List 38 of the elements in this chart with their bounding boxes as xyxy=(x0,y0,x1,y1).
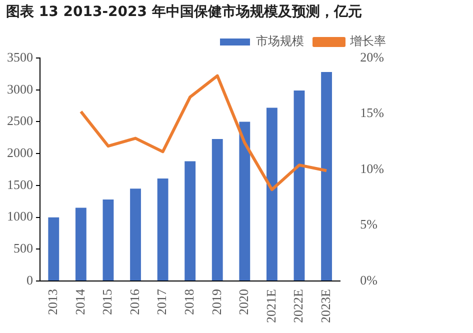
bar xyxy=(266,108,278,281)
x-tick-label: 2022E xyxy=(290,289,306,324)
x-tick-label: 2017 xyxy=(154,288,170,316)
y2-tick-label: 10% xyxy=(360,160,384,176)
y2-tick-label: 15% xyxy=(360,105,384,120)
y2-tick-label: 0% xyxy=(360,272,378,288)
legend-label: 增长率 xyxy=(349,34,386,48)
x-tick-label: 2021E xyxy=(263,289,278,324)
x-tick-label: 2018 xyxy=(182,289,197,316)
x-tick-label: 2019 xyxy=(208,289,224,316)
bar xyxy=(294,90,305,281)
chart-title: 图表 13 2013-2023 年中国保健市场规模及预测，亿元 xyxy=(6,3,362,21)
y-tick-label: 1500 xyxy=(7,176,33,192)
bar xyxy=(157,178,168,281)
y-tick-label: 2000 xyxy=(7,145,33,160)
y2-tick-label: 20% xyxy=(360,49,384,64)
x-tick-label: 2016 xyxy=(126,288,142,316)
y-tick-label: 2500 xyxy=(7,113,33,128)
legend-label: 市场规模 xyxy=(256,34,304,48)
y-tick-label: 3000 xyxy=(7,81,33,96)
x-tick-label: 2014 xyxy=(72,288,88,316)
x-tick-label: 2023E xyxy=(318,289,333,324)
bar xyxy=(75,208,86,281)
bar xyxy=(212,138,223,281)
y-tick-label: 1000 xyxy=(7,208,33,224)
x-tick-label: 2013 xyxy=(45,289,60,316)
x-tick-label: 2020 xyxy=(236,289,252,316)
bar xyxy=(184,161,196,281)
bar xyxy=(102,199,114,281)
x-tick-label: 2015 xyxy=(100,289,115,316)
y-tick-label: 500 xyxy=(14,240,33,256)
bar xyxy=(239,122,250,281)
y-tick-label: 3500 xyxy=(7,49,33,64)
y2-tick-label: 5% xyxy=(360,216,378,232)
bar xyxy=(48,217,60,281)
bar xyxy=(321,72,332,281)
y-tick-label: 0 xyxy=(26,272,33,288)
bar xyxy=(130,188,141,281)
